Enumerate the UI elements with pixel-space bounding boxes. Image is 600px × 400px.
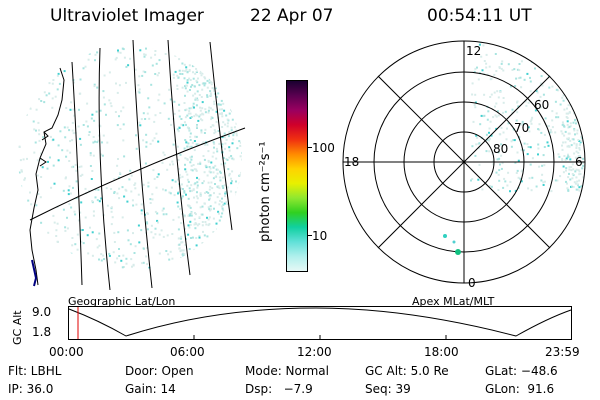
info-seq: Seq: 39	[365, 382, 411, 396]
altitude-xtick-0000: 00:00	[49, 345, 84, 359]
info-gc-alt: GC Alt: 5.0 Re	[365, 364, 449, 378]
info-glat: GLat: −48.6	[485, 364, 558, 378]
altitude-xtick-2359: 23:59	[545, 345, 580, 359]
mlt-label-12: 12	[466, 44, 481, 58]
info-dsp: Dsp: −7.9	[245, 382, 313, 396]
altitude-ylabel: GC Alt	[11, 310, 24, 345]
mlt-label-18: 18	[344, 155, 359, 169]
altitude-ytick-9: 9.0	[32, 305, 52, 319]
lat-label-70: 70	[514, 121, 529, 135]
altitude-xtick-0600: 06:00	[170, 345, 205, 359]
geographic-image	[18, 40, 246, 290]
mlt-label-6: 6	[575, 155, 583, 169]
time-label: 00:54:11 UT	[427, 6, 532, 26]
altitude-xtick-1200: 12:00	[297, 345, 332, 359]
altitude-xtick-1800: 18:00	[424, 345, 459, 359]
colorbar-tick-10: 10	[312, 229, 328, 243]
info-ip: IP: 36.0	[8, 382, 54, 396]
uv-emission-left	[18, 46, 242, 270]
info-glon: GLon: 91.6	[485, 382, 555, 396]
polar-plot: 12 0 18 6 60 70 80	[342, 40, 586, 290]
geo-grid	[29, 40, 246, 290]
info-gain: Gain: 14	[125, 382, 176, 396]
colorbar-unit-label: photon cm⁻²s⁻¹	[258, 141, 273, 242]
lat-label-80: 80	[493, 142, 508, 156]
info-filter: Flt: LBHL	[8, 364, 62, 378]
altitude-plot	[68, 306, 572, 340]
altitude-ytick-1-8: 1.8	[32, 325, 52, 339]
date-label: 22 Apr 07	[250, 6, 334, 26]
app-title: Ultraviolet Imager	[50, 6, 204, 26]
lat-label-60: 60	[534, 98, 549, 112]
coastline-icon	[29, 67, 65, 286]
mlt-label-0: 0	[468, 276, 476, 290]
geo-panel-label: Geographic Lat/Lon	[68, 295, 176, 308]
colorbar-tick-100: 100	[312, 141, 335, 155]
apex-panel-label: Apex MLat/MLT	[412, 295, 495, 308]
info-door: Door: Open	[125, 364, 194, 378]
colorbar	[286, 80, 308, 272]
info-mode: Mode: Normal	[245, 364, 329, 378]
